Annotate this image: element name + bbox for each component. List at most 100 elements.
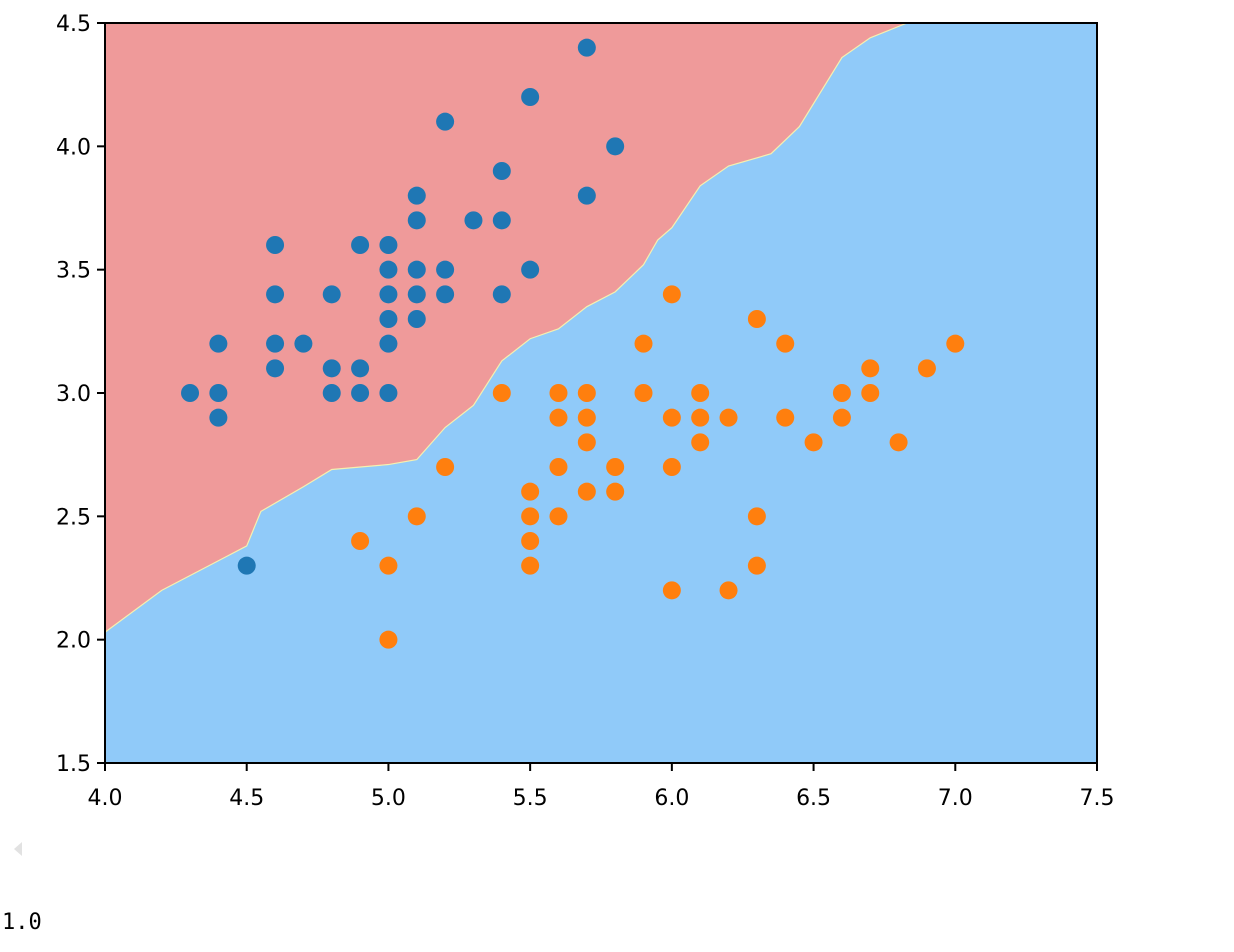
y-tick-label: 4.5 [56,12,91,37]
point-class-1 [719,581,738,600]
point-class-1 [747,507,766,526]
point-class-0 [322,359,341,378]
point-class-1 [917,359,936,378]
point-class-0 [577,38,596,57]
point-class-1 [861,359,880,378]
point-class-1 [747,556,766,575]
point-class-1 [521,532,540,550]
point-class-0 [379,334,398,353]
point-class-1 [776,408,795,427]
point-class-0 [492,162,511,180]
point-class-1 [549,507,568,526]
point-class-1 [521,556,540,575]
point-class-1 [436,458,455,476]
y-tick-label: 4.0 [56,135,91,160]
point-class-0 [379,310,398,328]
point-class-1 [691,408,710,427]
point-class-1 [577,433,596,452]
point-class-0 [407,186,426,205]
point-class-0 [237,556,256,575]
decision-boundary-line [104,22,908,633]
point-class-0 [351,359,370,378]
point-class-0 [577,186,596,205]
y-tick-label: 3.5 [56,259,91,284]
point-class-0 [181,384,200,402]
decision-regions [104,22,1097,763]
point-class-1 [946,334,965,353]
point-class-1 [521,507,540,526]
x-tick-label: 5.0 [371,786,406,811]
point-class-1 [889,433,908,452]
y-tick-label: 3.0 [56,382,91,407]
point-class-0 [266,359,285,378]
scatter-chart: 4.0 4.5 5.0 5.5 6.0 6.5 7.0 7.5 1.5 2.0 2.5 3.0 3.5… [56,12,1115,811]
data-points [181,38,965,649]
point-class-0 [351,384,370,402]
x-tick-label: 7.5 [1080,786,1115,811]
point-class-0 [294,334,313,353]
scroll-left-arrow-icon[interactable] [14,842,22,856]
point-class-1 [492,384,511,402]
cell-output-text: 1.0 [2,910,42,935]
x-tick-label: 5.5 [513,786,548,811]
point-class-1 [832,408,851,427]
point-class-0 [407,285,426,304]
point-class-0 [322,285,341,304]
point-class-1 [691,384,710,402]
point-class-1 [662,285,681,304]
point-class-0 [209,384,228,402]
point-class-0 [322,384,341,402]
point-class-0 [492,285,511,304]
point-class-1 [577,408,596,427]
point-class-1 [691,433,710,452]
point-class-1 [549,458,568,476]
y-tick-label: 1.5 [56,752,91,777]
point-class-1 [861,384,880,402]
point-class-1 [379,630,398,649]
point-class-0 [351,236,370,254]
point-class-0 [407,260,426,279]
point-class-1 [606,458,625,476]
point-class-1 [577,384,596,402]
point-class-1 [549,408,568,427]
point-class-1 [634,384,653,402]
point-class-0 [436,112,455,131]
point-class-1 [662,408,681,427]
point-class-1 [804,433,823,452]
x-tick-label: 4.5 [229,786,264,811]
point-class-0 [266,334,285,353]
y-tick-label: 2.5 [56,505,91,530]
point-class-1 [832,384,851,402]
point-class-1 [549,384,568,402]
point-class-1 [634,334,653,353]
point-class-0 [379,384,398,402]
point-class-0 [379,260,398,279]
x-tick-label: 7.0 [938,786,973,811]
point-class-0 [464,211,483,230]
point-class-1 [379,556,398,575]
point-class-0 [209,408,228,427]
point-class-1 [719,408,738,427]
x-axis: 4.0 4.5 5.0 5.5 6.0 6.5 7.0 7.5 [88,763,1115,811]
point-class-1 [521,482,540,501]
y-tick-label: 2.0 [56,629,91,654]
point-class-0 [606,137,625,156]
x-tick-label: 4.0 [88,786,123,811]
point-class-0 [521,88,540,106]
point-class-0 [379,285,398,304]
point-class-0 [492,211,511,230]
region-class-0 [105,23,908,633]
point-class-0 [209,334,228,353]
point-class-1 [407,507,426,526]
point-class-1 [577,482,596,501]
y-axis: 1.5 2.0 2.5 3.0 3.5 4.0 4.5 [56,12,105,777]
point-class-0 [407,310,426,328]
point-class-0 [407,211,426,230]
point-class-0 [266,236,285,254]
point-class-0 [436,260,455,279]
point-class-1 [747,310,766,328]
point-class-1 [662,458,681,476]
x-tick-label: 6.5 [796,786,831,811]
x-tick-label: 6.0 [654,786,689,811]
point-class-0 [521,260,540,279]
